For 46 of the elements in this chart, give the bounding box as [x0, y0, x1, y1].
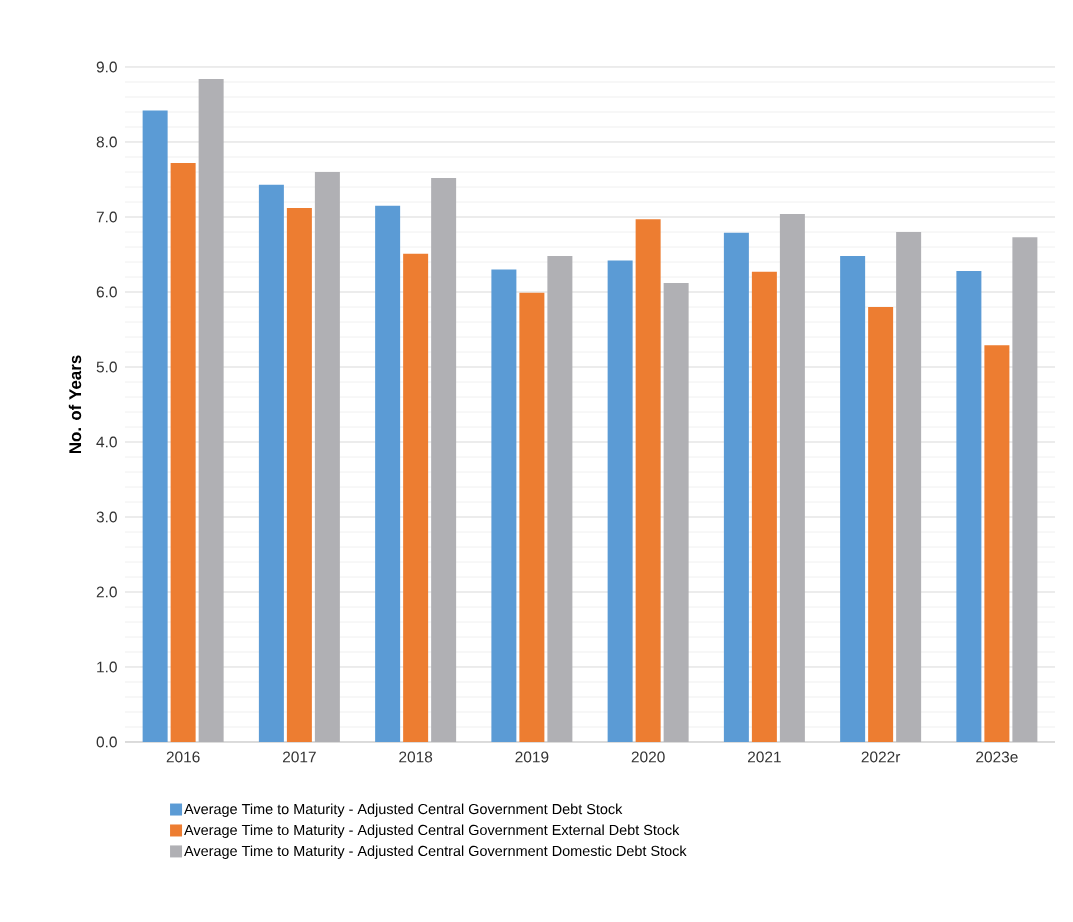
- bar: [491, 269, 517, 742]
- bar: [868, 306, 894, 742]
- bar: [607, 260, 633, 742]
- bar: [956, 270, 982, 742]
- bar: [375, 205, 401, 742]
- x-tick-label: 2022r: [861, 751, 901, 763]
- y-tick-label: 1.0: [97, 661, 117, 673]
- x-tick-label: 2018: [399, 751, 433, 763]
- y-tick-label: 4.0: [96, 436, 117, 448]
- y-axis-title: No. of Years: [68, 355, 82, 454]
- bar: [1012, 237, 1038, 742]
- bar: [403, 253, 429, 742]
- bar: [896, 231, 922, 742]
- y-tick-label: 3.0: [96, 511, 117, 523]
- bar: [258, 184, 284, 742]
- x-tick-label: 2016: [166, 751, 200, 763]
- bar: [170, 162, 196, 742]
- bar: [635, 219, 661, 742]
- bar: [663, 282, 689, 742]
- y-tick-label: 0.0: [96, 736, 117, 748]
- x-tick-label: 2020: [631, 751, 665, 763]
- y-tick-label: 5.0: [96, 361, 117, 373]
- bar: [314, 171, 340, 742]
- legend-label: Average Time to Maturity - Adjusted Central Government External Debt Stock: [184, 824, 680, 838]
- x-tick-label: 2019: [515, 751, 549, 763]
- y-tick-label: 7.0: [96, 211, 117, 223]
- x-tick-label: 2021: [747, 751, 781, 763]
- y-tick-label: 6.0: [96, 286, 117, 298]
- y-tick-label: 2.0: [96, 586, 117, 598]
- y-tick-label: 8.0: [96, 136, 117, 148]
- bar: [519, 292, 545, 742]
- bar: [431, 177, 457, 742]
- bar: [142, 110, 168, 742]
- bar: [779, 213, 805, 742]
- legend-label: Average Time to Maturity - Adjusted Central Government Domestic Debt Stock: [184, 845, 687, 859]
- bar: [547, 255, 573, 742]
- bar: [751, 271, 777, 742]
- bar: [723, 232, 749, 742]
- bar: [198, 78, 224, 742]
- y-tick-label: 9.0: [96, 61, 117, 73]
- x-tick-label: 2017: [282, 751, 316, 763]
- x-tick-label: 2023e: [976, 751, 1018, 763]
- legend-label: Average Time to Maturity - Adjusted Central Government Debt Stock: [184, 803, 623, 818]
- bar: [286, 207, 312, 742]
- bar: [840, 255, 866, 742]
- bar: [984, 345, 1010, 742]
